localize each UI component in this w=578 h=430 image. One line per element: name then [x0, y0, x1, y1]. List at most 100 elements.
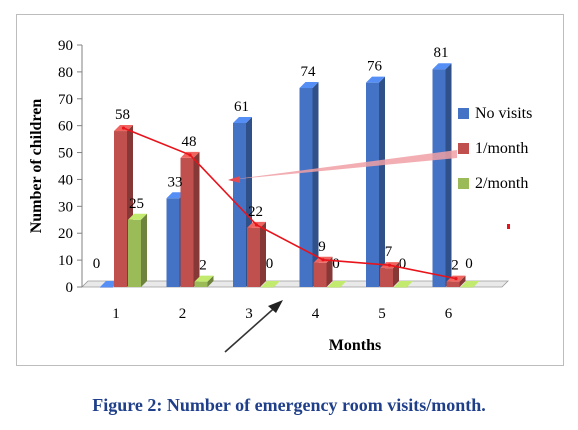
bars [100, 63, 480, 288]
bar-top [460, 281, 480, 287]
bar-front [194, 281, 208, 287]
bar-front [261, 287, 274, 288]
y-tick-label: 0 [66, 280, 74, 296]
trend-point [254, 223, 259, 227]
bar-top [327, 281, 347, 287]
figure-caption: Figure 2: Number of emergency room visit… [92, 395, 486, 415]
bar-side [193, 151, 200, 287]
arrow-head [268, 300, 283, 313]
data-label: 0 [93, 256, 101, 272]
bar-front [247, 227, 260, 287]
bar [128, 213, 147, 287]
bar [432, 63, 452, 288]
trend-point [188, 153, 192, 157]
data-label: 22 [248, 204, 263, 220]
bar-front [366, 82, 379, 288]
y-axis-title: Number of children [28, 99, 45, 234]
x-tick-label: 5 [378, 306, 386, 322]
data-label: 81 [434, 45, 449, 61]
bar-front [128, 219, 141, 287]
legend-label: 1/month [475, 140, 528, 157]
data-label: 76 [367, 59, 383, 75]
legend-label: 2/month [475, 175, 528, 192]
trend-point [321, 258, 325, 262]
y-tick-label: 20 [58, 226, 73, 242]
legend-swatch [458, 178, 469, 189]
y-tick-label: 80 [58, 65, 73, 81]
bar-front [233, 122, 246, 287]
bar-side [445, 63, 452, 288]
red-mark [507, 224, 510, 229]
y-tick-label: 40 [58, 172, 73, 188]
bar-top [432, 63, 452, 70]
bar-front [460, 287, 474, 288]
bar-top [299, 82, 319, 89]
bar-side [379, 76, 385, 288]
data-label: 9 [318, 239, 326, 255]
data-label: 74 [301, 64, 317, 80]
x-tick-label: 3 [245, 306, 253, 322]
x-tick-label: 6 [445, 306, 453, 322]
data-label: 0 [465, 256, 473, 272]
bar-side [459, 275, 466, 287]
bar-top [261, 281, 280, 287]
data-label: 0 [332, 256, 340, 272]
bar-front [327, 287, 341, 288]
data-label: 0 [399, 256, 407, 272]
y-tick-label: 50 [58, 146, 73, 162]
bar-front [394, 287, 407, 288]
data-label: 33 [168, 174, 183, 190]
y-tick-label: 10 [58, 253, 73, 269]
x-tick-label: 2 [179, 306, 187, 322]
bar-front [313, 262, 327, 287]
bar-front [114, 131, 127, 287]
bar-top [366, 76, 385, 83]
y-tick-label: 60 [58, 119, 73, 135]
bar [460, 281, 480, 288]
trend-point [387, 263, 392, 267]
bar-side [312, 82, 319, 288]
bar-front [166, 198, 180, 287]
bar [394, 281, 413, 288]
trend-line-path [123, 127, 457, 280]
chart-frame [16, 14, 564, 366]
legend-swatch [458, 143, 469, 154]
bar-side [141, 213, 147, 287]
y-tick-label: 90 [58, 38, 73, 54]
bar [313, 256, 333, 287]
trend-line [121, 126, 458, 281]
data-label: 0 [266, 256, 274, 272]
bar-front [380, 268, 393, 287]
bar [233, 116, 252, 287]
bar-side [207, 275, 214, 287]
data-label: 61 [234, 99, 249, 115]
data-label: 7 [385, 244, 393, 260]
bar-front [180, 157, 194, 287]
bar [366, 76, 385, 288]
bar-front [100, 287, 113, 288]
bar-side [326, 256, 333, 287]
bar-side [260, 221, 266, 287]
annotations [224, 150, 510, 353]
bar [180, 151, 200, 287]
bar-top [194, 275, 214, 282]
trend-point [121, 126, 126, 130]
bar [261, 281, 280, 288]
bar-front [432, 69, 446, 287]
bar [194, 275, 214, 287]
data-label: 58 [115, 107, 130, 123]
data-label: 2 [451, 258, 459, 274]
bar-top [233, 116, 252, 123]
legend-callout [228, 150, 457, 180]
arrow-shaft [224, 302, 281, 353]
bar-top [394, 281, 413, 287]
legend-swatch [458, 108, 469, 119]
y-tick-label: 70 [58, 92, 73, 108]
bar [327, 281, 347, 288]
data-label: 2 [199, 258, 207, 274]
x-tick-label: 4 [312, 306, 320, 322]
bar-top [128, 213, 147, 220]
x-tick-label: 1 [112, 306, 120, 322]
bar [299, 82, 319, 288]
